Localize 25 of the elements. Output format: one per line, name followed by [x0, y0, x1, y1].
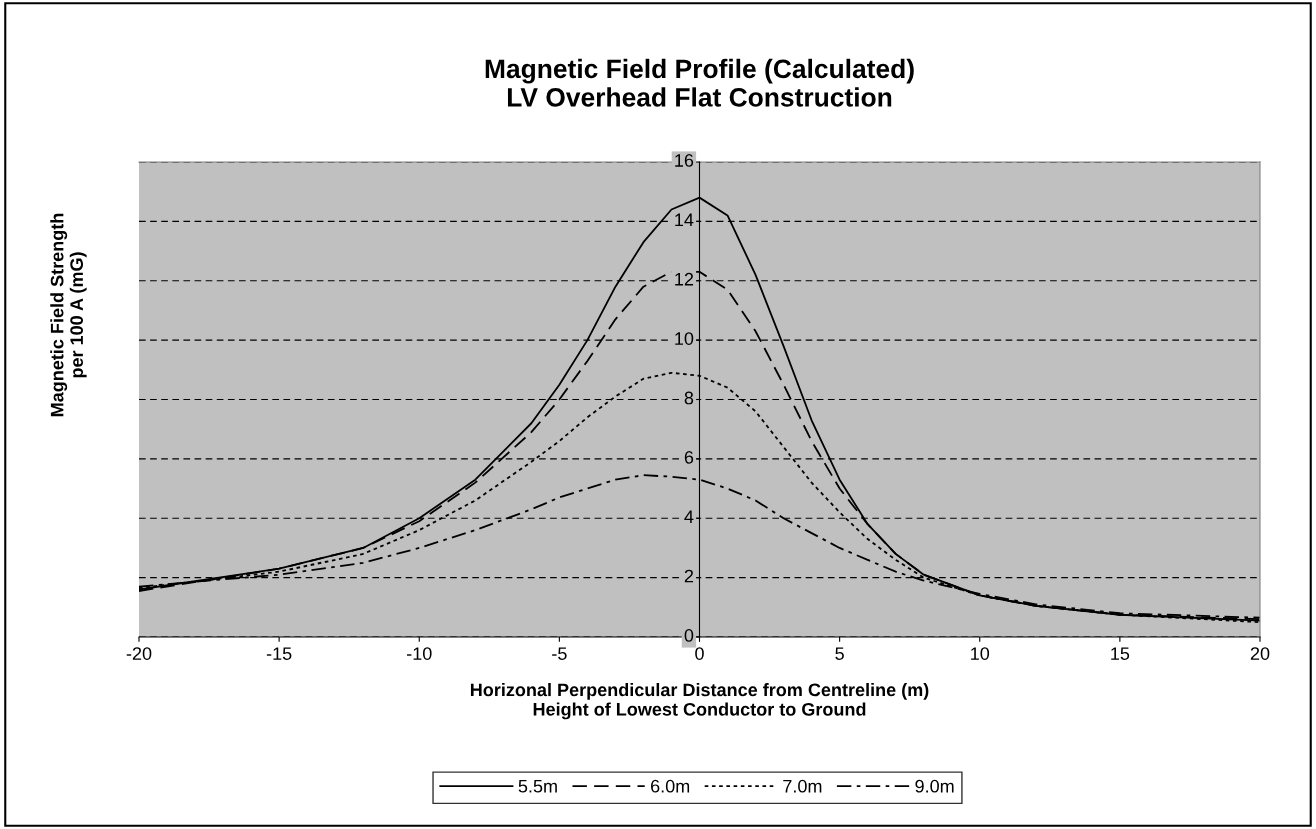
y-tick-label: 10 [675, 332, 694, 345]
y-tick-label: 16 [675, 154, 694, 167]
x-tick-label: -15 [266, 647, 292, 660]
y-tick-label: 2 [684, 569, 694, 583]
y-tick-label: 8 [684, 391, 694, 405]
legend-label: 7.0m [783, 779, 822, 793]
x-tick-label: 20 [1250, 647, 1270, 660]
y-tick-label: 4 [684, 510, 694, 523]
x-tick-label: -20 [126, 647, 152, 660]
y-tick-label: 12 [675, 272, 694, 286]
x-tick-label: -5 [552, 647, 567, 660]
legend-label: 5.5m [518, 780, 557, 793]
x-tick-label: -10 [407, 647, 432, 660]
legend-label: 9.0m [915, 779, 954, 793]
x-tick-label: 15 [1111, 647, 1130, 660]
y-axis-title: Magnetic Field Strength per 100 A (mG) [50, 213, 87, 417]
x-tick-label: 5 [835, 647, 844, 660]
chart-title: Magnetic Field Profile (Calculated) LV Overhead Flat Construction [485, 58, 914, 107]
x-tick-label: 10 [971, 647, 990, 660]
legend-label: 6.0m [651, 779, 690, 793]
y-tick-label: 0 [684, 629, 694, 642]
y-tick-label: 6 [684, 450, 694, 464]
x-axis-title: Horizonal Perpendicular Distance from Centreline (m) Height of Lowest Conductor to Ground [470, 683, 929, 720]
y-tick-label: 14 [675, 213, 694, 227]
x-tick-label: 0 [695, 647, 704, 660]
